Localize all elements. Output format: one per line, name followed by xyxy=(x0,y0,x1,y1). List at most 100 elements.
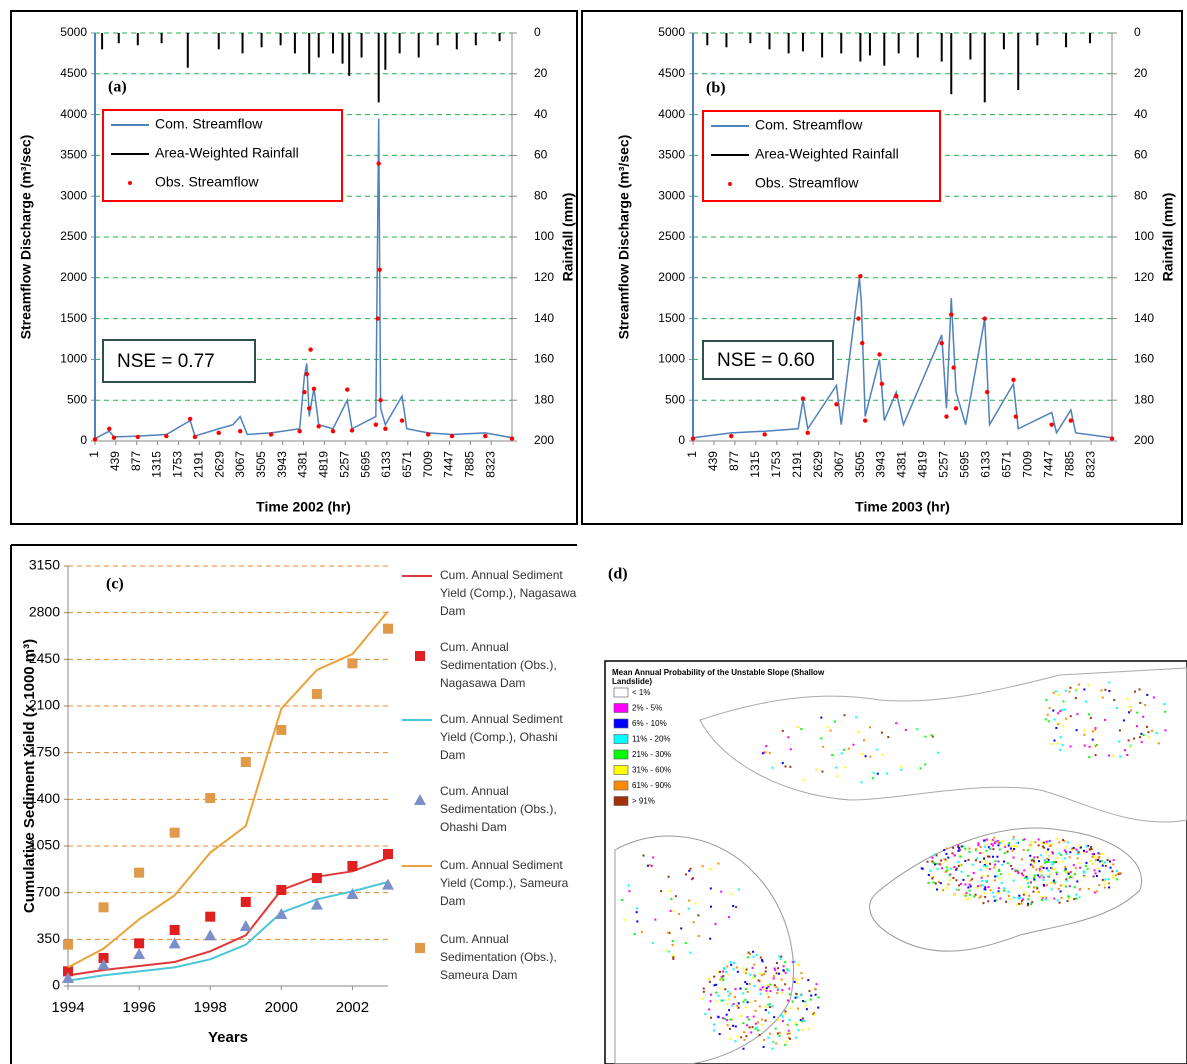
landslide-speck xyxy=(987,886,990,889)
landslide-speck xyxy=(990,842,993,845)
landslide-speck xyxy=(701,865,704,868)
landslide-speck xyxy=(1067,897,1070,900)
landslide-speck xyxy=(718,987,721,990)
landslide-speck xyxy=(971,878,974,881)
landslide-speck xyxy=(1030,859,1033,862)
landslide-speck xyxy=(742,992,745,995)
landslide-speck xyxy=(937,751,940,754)
landslide-speck xyxy=(1112,859,1115,862)
landslide-speck xyxy=(1074,697,1077,700)
rain-bar xyxy=(787,33,790,54)
landslide-speck xyxy=(729,961,732,964)
landslide-speck xyxy=(1095,874,1098,877)
landslide-speck xyxy=(964,859,967,862)
landslide-speck xyxy=(739,987,742,990)
x-tick-label: 3943 xyxy=(874,451,888,478)
landslide-speck xyxy=(636,907,639,910)
landslide-speck xyxy=(1099,860,1102,863)
landslide-speck xyxy=(801,977,804,980)
landslide-speck xyxy=(1056,857,1059,860)
landslide-speck xyxy=(915,727,918,730)
landslide-speck xyxy=(952,876,955,879)
landslide-speck xyxy=(754,1027,757,1030)
landslide-speck xyxy=(735,966,738,969)
landslide-speck xyxy=(751,1026,754,1029)
landslide-speck xyxy=(1008,873,1011,876)
landslide-speck xyxy=(1088,745,1091,748)
map: < 1% 2% - 5% 6% - 10% 11% - 20% 21% - 30% 31%… xyxy=(604,660,1187,1064)
annotation: NSE = 0.60 xyxy=(717,350,815,371)
y-tick-label: 1750 xyxy=(29,743,60,759)
landslide-speck xyxy=(831,754,834,757)
landslide-speck xyxy=(729,1018,732,1021)
landslide-speck xyxy=(1071,848,1074,851)
data-point xyxy=(944,414,949,419)
landslide-speck xyxy=(709,1000,712,1003)
rain-bar xyxy=(969,33,972,60)
landslide-speck xyxy=(726,1019,729,1022)
landslide-speck xyxy=(722,975,725,978)
chart: 0 350 700 1050 1400 1750 2100 2450 2800 3150 1994 1… xyxy=(21,557,432,1046)
landslide-speck xyxy=(1063,869,1066,872)
y-tick-label: 350 xyxy=(37,930,61,946)
rain-bar xyxy=(983,33,986,103)
landslide-speck xyxy=(975,886,978,889)
landslide-speck xyxy=(1088,755,1091,758)
legend-swatch xyxy=(613,780,629,791)
landslide-speck xyxy=(697,934,700,937)
landslide-speck xyxy=(957,844,960,847)
landslide-speck xyxy=(723,967,726,970)
landslide-speck xyxy=(962,845,965,848)
rain-bar xyxy=(883,33,886,66)
landslide-speck xyxy=(809,998,812,1001)
landslide-speck xyxy=(781,762,784,765)
landslide-speck xyxy=(1040,854,1043,857)
rain-bar xyxy=(1036,33,1039,46)
data-point xyxy=(62,972,74,983)
landslide-speck xyxy=(1037,891,1040,894)
y2-tick-label: 160 xyxy=(1134,352,1154,366)
y2-tick-label: 120 xyxy=(1134,270,1154,284)
rain-bar xyxy=(241,33,244,54)
landslide-speck xyxy=(992,848,995,851)
landslide-speck xyxy=(969,885,972,888)
landslide-speck xyxy=(973,895,976,898)
landslide-speck xyxy=(1040,898,1043,901)
landslide-speck xyxy=(1067,872,1070,875)
landslide-speck xyxy=(1028,894,1031,897)
landslide-speck xyxy=(717,862,720,865)
landslide-speck xyxy=(1042,876,1045,879)
landslide-speck xyxy=(900,768,903,771)
landslide-speck xyxy=(935,862,938,865)
landslide-speck xyxy=(988,855,991,858)
landslide-speck xyxy=(1090,848,1093,851)
landslide-speck xyxy=(996,839,999,842)
landslide-speck xyxy=(774,969,777,972)
y2-tick-label: 60 xyxy=(1134,148,1148,162)
landslide-speck xyxy=(784,983,787,986)
x-tick-label: 7885 xyxy=(1062,451,1076,478)
landslide-speck xyxy=(781,989,784,992)
y-axis-title: Streamflow Discharge (m³/sec) xyxy=(18,135,34,340)
landslide-speck xyxy=(778,955,781,958)
landslide-speck xyxy=(1022,874,1025,877)
landslide-speck xyxy=(968,889,971,892)
landslide-speck xyxy=(968,893,971,896)
landslide-speck xyxy=(692,921,695,924)
data-point xyxy=(98,902,109,913)
landslide-speck xyxy=(718,970,721,973)
landslide-speck xyxy=(924,763,927,766)
x-tick-label: 3943 xyxy=(275,451,289,478)
landslide-speck xyxy=(1111,755,1114,758)
landslide-speck xyxy=(753,975,756,978)
data-point xyxy=(316,424,321,429)
landslide-speck xyxy=(1064,885,1067,888)
landslide-speck xyxy=(787,1029,790,1032)
landslide-speck xyxy=(985,838,988,841)
landslide-speck xyxy=(843,748,846,751)
landslide-speck xyxy=(1039,865,1042,868)
landslide-speck xyxy=(767,1003,770,1006)
landslide-speck xyxy=(710,993,713,996)
landslide-speck xyxy=(804,1000,807,1003)
landslide-speck xyxy=(1059,884,1062,887)
